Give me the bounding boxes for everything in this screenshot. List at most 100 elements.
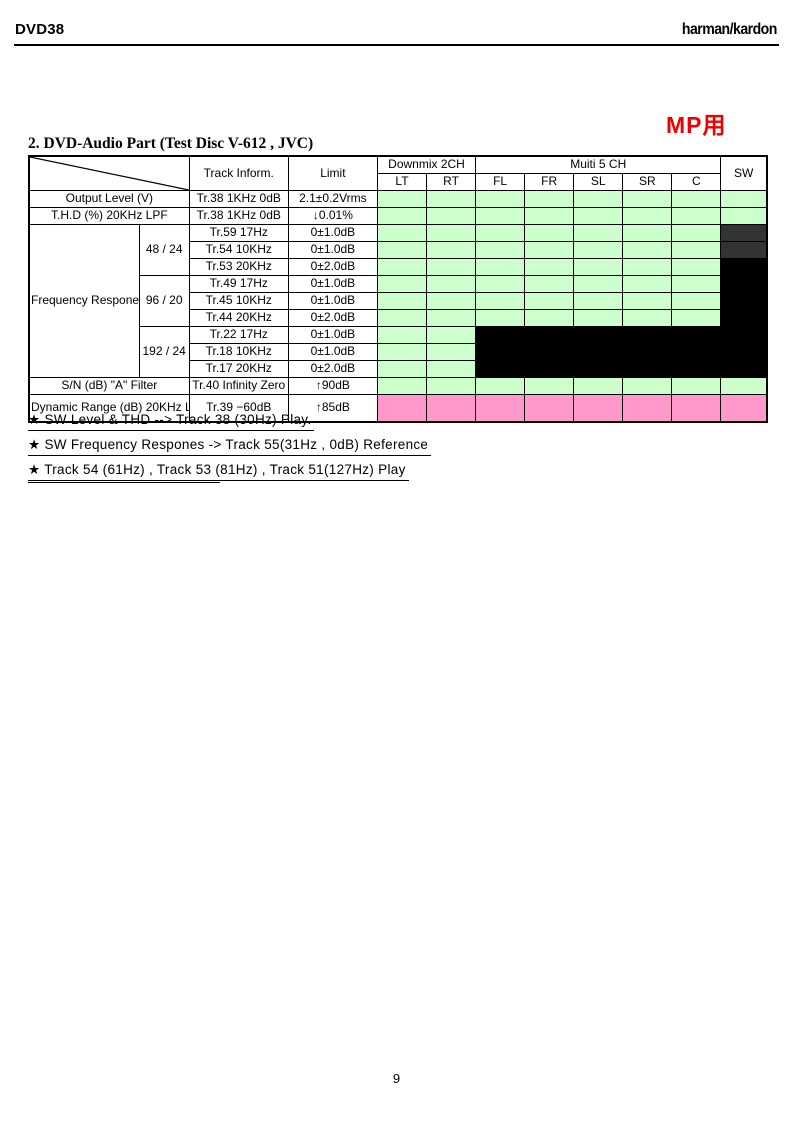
result-cell-c bbox=[671, 207, 722, 225]
track-cell: Tr.18 10KHz bbox=[188, 343, 289, 361]
row-dynamic-range: Dynamic Range (dB) 20KHz LPF Tr.39 −60dB… bbox=[28, 394, 768, 423]
result-cell-sr bbox=[622, 207, 673, 225]
limit-cell: 0±2.0dB bbox=[287, 309, 378, 327]
limit-cell: 0±1.0dB bbox=[287, 275, 378, 293]
mp-stamp: MP用 bbox=[666, 112, 727, 138]
result-cell-lt bbox=[376, 309, 428, 327]
sample-rate-96-20: 96 / 20 bbox=[138, 275, 190, 327]
header-fr: FR bbox=[524, 173, 575, 191]
row-label: T.H.D (%) 20KHz LPF bbox=[28, 207, 190, 225]
header-sw: SW bbox=[720, 155, 768, 191]
result-cell-sr bbox=[622, 275, 673, 293]
result-cell-rt bbox=[425, 258, 477, 276]
row-label: Dynamic Range (dB) 20KHz LPF bbox=[28, 394, 190, 423]
limit-cell: ↓0.01% bbox=[287, 207, 378, 225]
note-extra-underline bbox=[28, 482, 220, 483]
result-cell-lt bbox=[376, 275, 428, 293]
row-fr-192-17hz: 192 / 24 Tr.22 17Hz 0±1.0dB bbox=[29, 326, 767, 378]
result-cell-sl bbox=[573, 258, 624, 276]
track-cell: Tr.44 20KHz bbox=[188, 309, 289, 327]
track-cell: Tr.45 10KHz bbox=[188, 292, 289, 310]
spec-table: Track Inform. Limit Downmix 2CH Muiti 5 … bbox=[28, 155, 768, 423]
row-fr-96-17hz: 96 / 20 Tr.49 17Hz 0±1.0dB bbox=[29, 275, 767, 327]
result-cell-sw bbox=[720, 207, 768, 225]
result-cell-sl bbox=[573, 394, 624, 423]
result-cell-sl bbox=[573, 207, 624, 225]
header-rt: RT bbox=[425, 173, 477, 191]
track-cell: Tr.22 17Hz bbox=[188, 326, 289, 344]
result-cell-sr bbox=[622, 224, 673, 242]
result-cell-sl bbox=[573, 241, 624, 259]
result-cell-lt bbox=[376, 292, 428, 310]
result-cell-sl bbox=[573, 309, 624, 327]
result-cell-rt bbox=[425, 394, 477, 423]
header-limit: Limit bbox=[287, 155, 378, 191]
header-row-1: Track Inform. Limit Downmix 2CH Muiti 5 … bbox=[28, 155, 768, 191]
result-cell-lt bbox=[376, 326, 428, 344]
result-cell-fl bbox=[475, 394, 526, 423]
result-cell-c bbox=[671, 394, 722, 423]
brand-logo: harman/kardon bbox=[682, 21, 777, 38]
track-cell: Tr.17 20KHz bbox=[188, 360, 289, 378]
result-cell-sw bbox=[720, 394, 768, 423]
result-cell-rt bbox=[425, 241, 477, 259]
result-cell-lt bbox=[376, 394, 428, 423]
limit-cell: ↑90dB bbox=[287, 377, 378, 395]
result-cell-fr bbox=[524, 394, 575, 423]
result-cell-sr bbox=[622, 190, 673, 208]
result-cell-lt bbox=[376, 190, 428, 208]
row-label: Output Level (V) bbox=[28, 190, 190, 208]
result-cell-sr bbox=[622, 241, 673, 259]
note-tracks-play: ★ Track 54 (61Hz) , Track 53 (81Hz) , Tr… bbox=[28, 462, 431, 483]
result-cell-lt bbox=[376, 241, 428, 259]
track-cell: Tr.39 −60dB bbox=[188, 394, 289, 423]
spec-table-wrapper: Track Inform. Limit Downmix 2CH Muiti 5 … bbox=[28, 155, 768, 423]
result-cell-lt bbox=[376, 207, 428, 225]
result-cell-c bbox=[671, 275, 722, 293]
result-cell-sw-na bbox=[720, 241, 768, 259]
result-cell-sw-na bbox=[720, 224, 768, 242]
result-cell-lt bbox=[376, 360, 428, 378]
result-cell-fr bbox=[524, 258, 575, 276]
result-cell-sr bbox=[622, 377, 673, 395]
track-cell: Tr.49 17Hz bbox=[188, 275, 289, 293]
diagonal-divider-line bbox=[30, 157, 189, 190]
result-cell-fl bbox=[475, 207, 526, 225]
header-c: C bbox=[671, 173, 722, 191]
row-fr-192-20khz: Tr.17 20KHz 0±2.0dB bbox=[29, 360, 767, 378]
header-lt: LT bbox=[376, 173, 428, 191]
track-cell: Tr.54 10KHz bbox=[188, 241, 289, 259]
result-cell-fr bbox=[524, 377, 575, 395]
header-track-inform: Track Inform. bbox=[188, 155, 289, 191]
result-cell-rt bbox=[425, 292, 477, 310]
result-cell-lt bbox=[376, 377, 428, 395]
result-cell-fl bbox=[475, 258, 526, 276]
result-cell-fr bbox=[524, 292, 575, 310]
row-fr-96-20khz: Tr.44 20KHz 0±2.0dB bbox=[29, 309, 767, 327]
result-cell-c bbox=[671, 377, 722, 395]
row-sn: S/N (dB) "A" Filter Tr.40 Infinity Zero … bbox=[28, 377, 768, 395]
row-thd: T.H.D (%) 20KHz LPF Tr.38 1KHz 0dB ↓0.01… bbox=[28, 207, 768, 225]
limit-cell: 0±1.0dB bbox=[287, 241, 378, 259]
sample-rate-48-24: 48 / 24 bbox=[138, 224, 190, 276]
row-output-level: Output Level (V) Tr.38 1KHz 0dB 2.1±0.2V… bbox=[28, 190, 768, 208]
result-cell-rt bbox=[425, 224, 477, 242]
limit-cell: 0±1.0dB bbox=[287, 326, 378, 344]
result-cell-rt bbox=[425, 360, 477, 378]
result-cell-fl bbox=[475, 275, 526, 293]
limit-cell: 0±1.0dB bbox=[287, 224, 378, 242]
result-cell-sr bbox=[622, 309, 673, 327]
result-cell-sw bbox=[720, 190, 768, 208]
result-cell-fl bbox=[475, 292, 526, 310]
result-cell-sl bbox=[573, 275, 624, 293]
result-cell-lt bbox=[376, 258, 428, 276]
limit-cell: 0±2.0dB bbox=[287, 258, 378, 276]
result-cell-sl bbox=[573, 224, 624, 242]
track-cell: Tr.38 1KHz 0dB bbox=[188, 207, 289, 225]
limit-cell: 0±1.0dB bbox=[287, 292, 378, 310]
result-cell-c bbox=[671, 190, 722, 208]
result-cell-sr bbox=[622, 292, 673, 310]
result-cell-rt bbox=[425, 309, 477, 327]
section-title: 2. DVD-Audio Part (Test Disc V-612 , JVC… bbox=[28, 135, 314, 152]
result-cell-sr bbox=[622, 394, 673, 423]
